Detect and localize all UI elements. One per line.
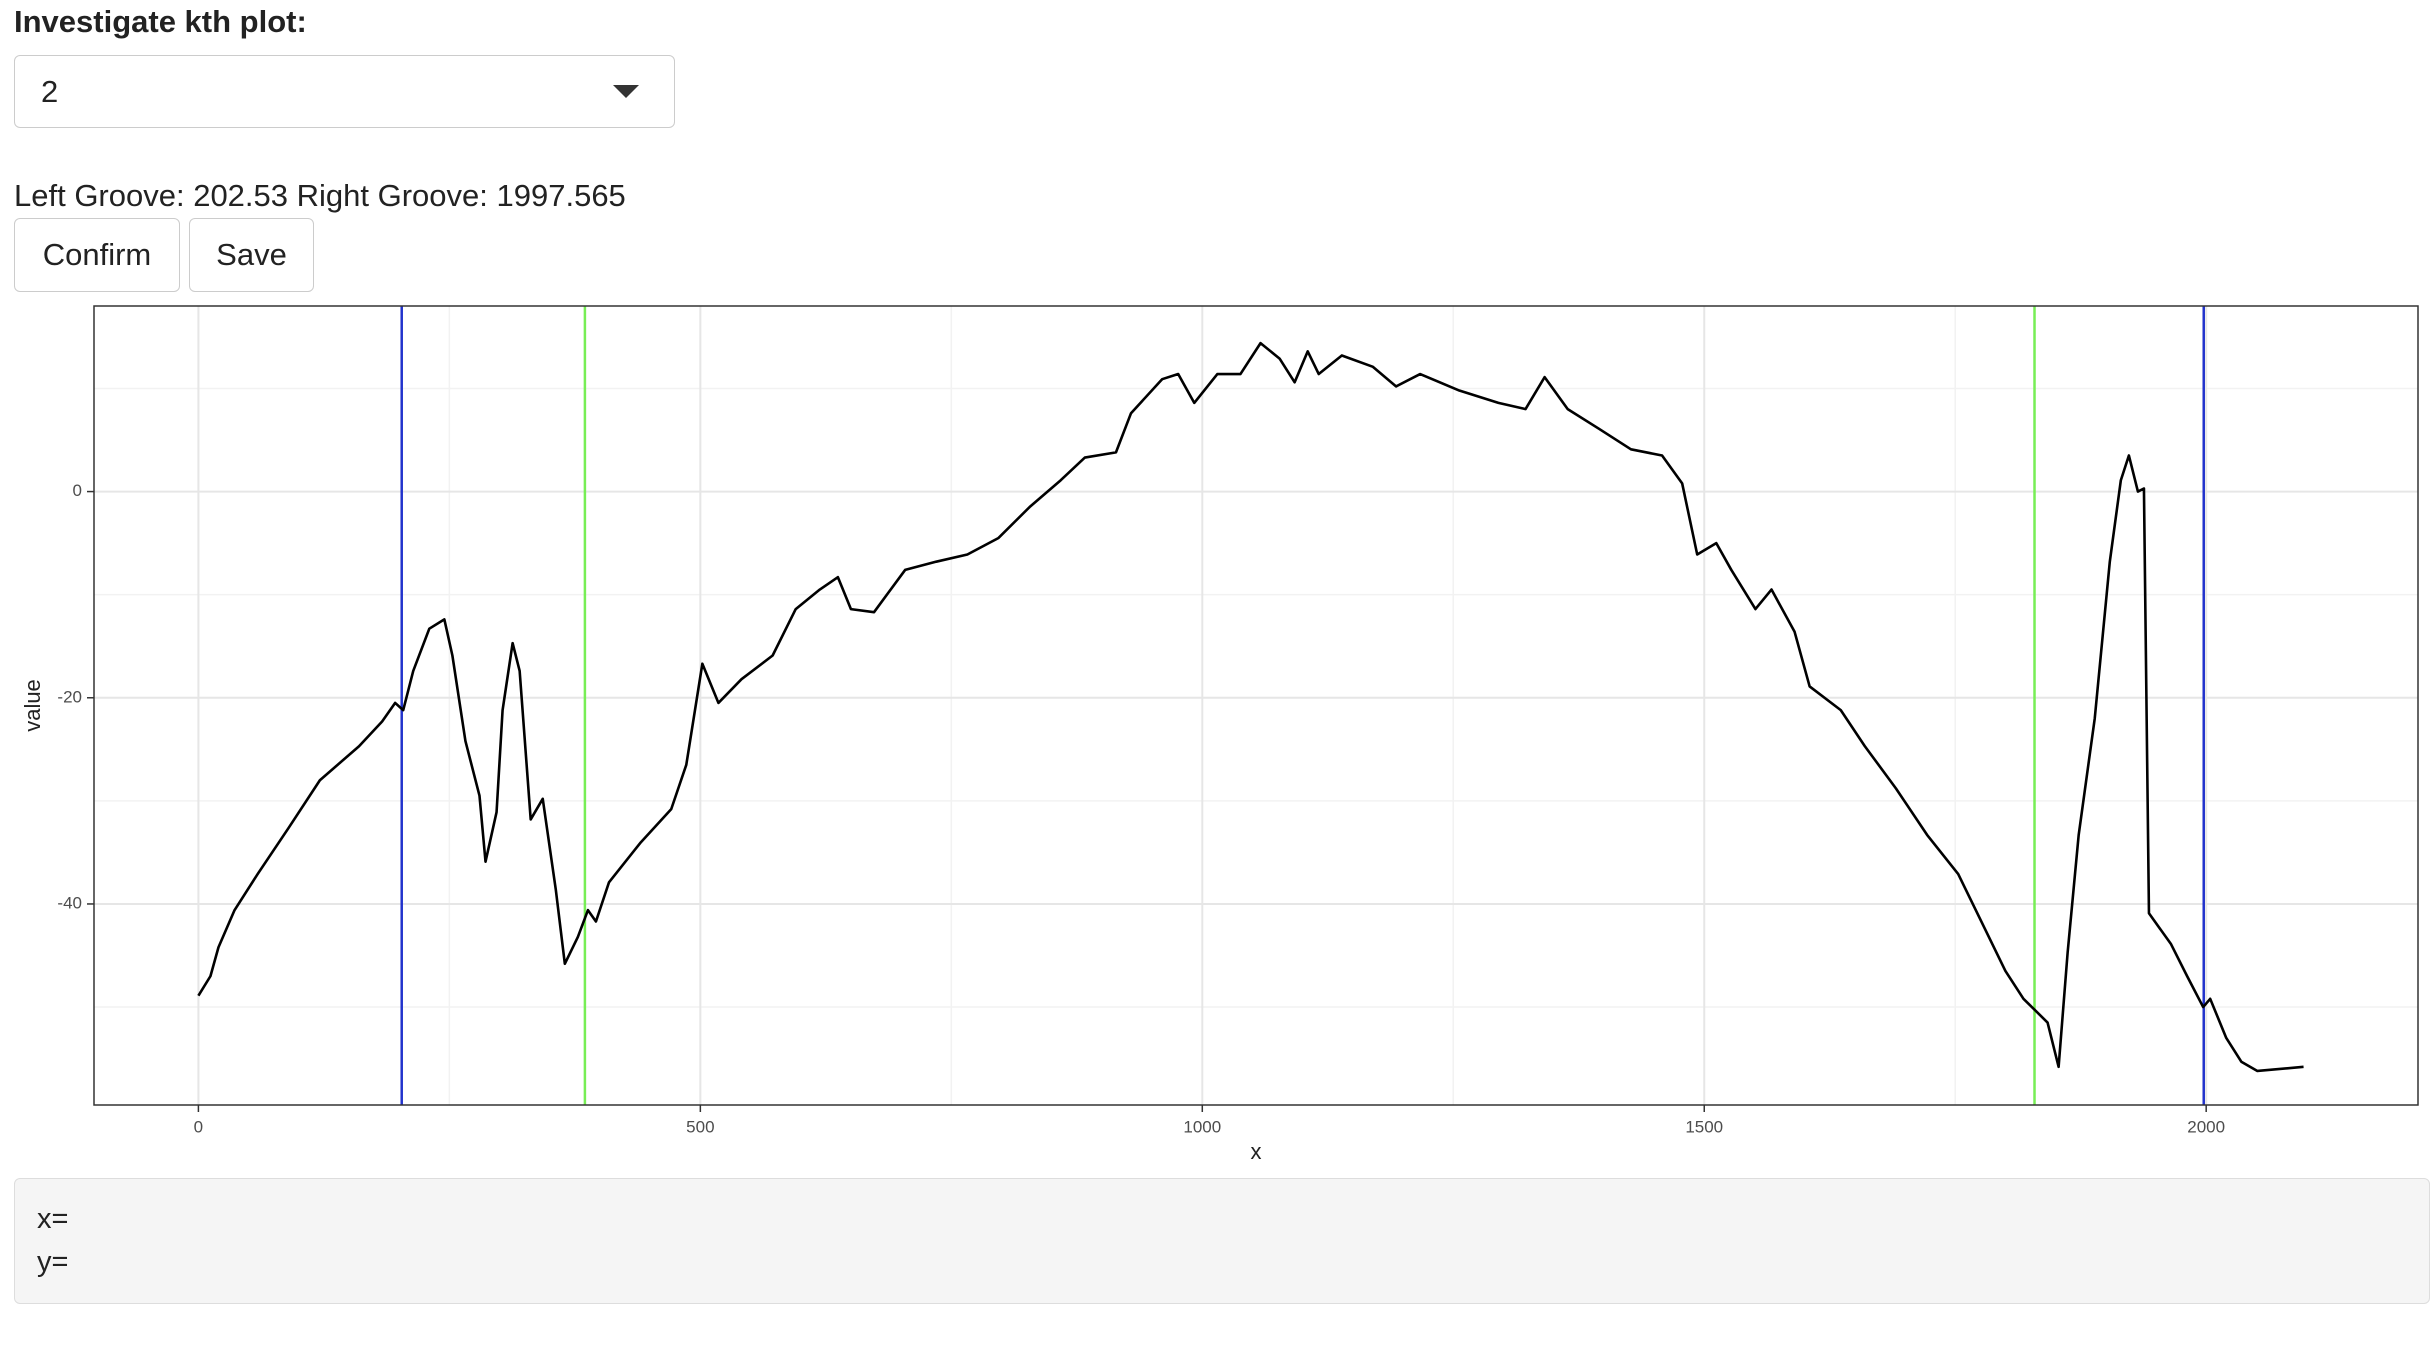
y-axis-label: value <box>20 679 45 732</box>
plot-border <box>93 305 2419 1106</box>
dropdown-arrow <box>613 85 639 98</box>
x-tick-label: 500 <box>686 1117 714 1136</box>
select-value: 2 <box>41 74 59 109</box>
data-line <box>197 341 2304 1073</box>
chart: 0 500 1000 1500 2000 -40 -20 0 x value <box>20 305 2419 1164</box>
info-box: x= y= <box>14 1178 2430 1304</box>
x-axis-label: x <box>1251 1139 1262 1164</box>
x-tick-label: 2000 <box>2187 1117 2225 1136</box>
y-tick-label: -20 <box>57 687 82 706</box>
save-button[interactable]: Save <box>189 218 314 292</box>
kth-select[interactable]: 2 <box>14 55 675 128</box>
select-label: Investigate kth plot: <box>14 4 307 39</box>
info-x: x= <box>37 1203 69 1235</box>
x-tick-label: 0 <box>194 1117 203 1136</box>
y-tick-label: 0 <box>73 481 82 500</box>
info-y: y= <box>37 1246 69 1278</box>
x-tick-label: 1000 <box>1183 1117 1221 1136</box>
y-tick-label: -40 <box>57 893 82 912</box>
x-tick-label: 1500 <box>1685 1117 1723 1136</box>
groove-text: Left Groove: 202.53 Right Groove: 1997.5… <box>14 178 626 213</box>
confirm-button[interactable]: Confirm <box>14 218 180 292</box>
